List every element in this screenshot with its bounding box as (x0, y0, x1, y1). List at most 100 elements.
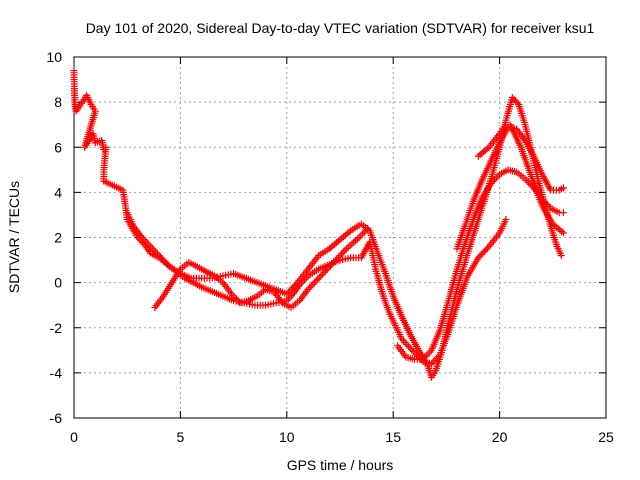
data-point-marker (310, 279, 318, 287)
data-point-marker (164, 261, 172, 269)
data-point-marker (158, 255, 166, 263)
data-point-marker (289, 283, 297, 291)
y-tick-label: 8 (54, 94, 62, 110)
data-point-marker (483, 244, 491, 252)
data-point-marker (333, 255, 341, 263)
data-point-marker (328, 260, 336, 268)
data-point-marker (304, 285, 312, 293)
data-point-marker (292, 280, 300, 288)
data-point-marker (286, 293, 294, 301)
data-point-marker (339, 248, 347, 256)
data-point-marker (330, 258, 338, 266)
y-axis-label: SDTVAR / TECUs (6, 181, 22, 293)
data-point-marker (510, 95, 518, 103)
data-point-marker (312, 277, 320, 285)
data-point-marker (322, 267, 330, 275)
data-marks (70, 67, 567, 381)
data-point-marker (284, 295, 292, 303)
data-point-marker (357, 232, 365, 240)
data-point-marker (338, 250, 346, 258)
data-point-marker (150, 246, 158, 254)
axis-ticks: 0 5 10 15 20 25 -6 -4 -2 0 2 4 6 8 10 (46, 49, 614, 445)
data-point-marker (307, 282, 315, 290)
data-point-marker (492, 174, 500, 182)
data-point-marker (476, 252, 484, 260)
data-point-marker (353, 235, 361, 243)
x-tick-label: 15 (385, 429, 401, 445)
chart-title: Day 101 of 2020, Sidereal Day-to-day VTE… (86, 20, 595, 36)
data-point-marker (502, 215, 510, 223)
data-point-marker (364, 224, 372, 232)
data-point-marker (500, 123, 508, 131)
data-point-marker (229, 292, 237, 300)
data-point-marker (334, 253, 342, 261)
data-point-marker (290, 282, 298, 290)
y-tick-label: 10 (46, 49, 62, 65)
data-point-marker (359, 230, 367, 238)
data-point-marker (508, 94, 516, 102)
x-axis-label: GPS time / hours (287, 457, 394, 473)
data-point-marker (559, 229, 567, 237)
data-point-marker (348, 240, 356, 248)
data-point-marker (406, 344, 414, 352)
data-point-marker (401, 339, 409, 347)
data-point-marker (482, 246, 490, 254)
data-point-marker (409, 347, 417, 355)
data-point-marker (320, 268, 328, 276)
data-point-marker (286, 287, 294, 295)
series-track-a (70, 67, 510, 368)
data-point-marker (350, 238, 358, 246)
data-point-marker (315, 274, 323, 282)
y-tick-label: 6 (54, 139, 62, 155)
data-point-marker (352, 237, 360, 245)
x-tick-label: 5 (177, 429, 185, 445)
data-point-marker (405, 342, 413, 350)
data-point-marker (163, 260, 171, 268)
data-point-marker (306, 284, 314, 292)
data-point-marker (477, 251, 485, 259)
data-point-marker (344, 243, 352, 251)
data-point-marker (317, 272, 325, 280)
data-point-marker (408, 346, 416, 354)
data-point-marker (355, 234, 363, 241)
data-point-marker (331, 257, 339, 265)
data-point-marker (559, 184, 567, 192)
data-point-marker (342, 245, 350, 253)
data-point-marker (559, 209, 567, 217)
series-track-c (151, 166, 567, 363)
data-point-marker (341, 246, 349, 254)
data-point-marker (326, 262, 334, 270)
data-point-marker (336, 252, 344, 260)
x-tick-label: 25 (598, 429, 614, 445)
data-point-marker (314, 275, 322, 283)
data-point-marker (480, 247, 488, 255)
data-point-marker (155, 252, 163, 260)
y-tick-label: -6 (50, 410, 63, 426)
data-point-marker (411, 349, 419, 357)
data-point-marker (161, 258, 169, 266)
data-point-marker (309, 280, 317, 288)
data-point-marker (284, 288, 292, 296)
data-point-marker (474, 254, 482, 262)
x-tick-label: 20 (492, 429, 508, 445)
series-track-d (453, 121, 567, 253)
y-tick-label: -2 (50, 320, 63, 336)
data-point-marker (513, 99, 521, 107)
data-point-marker (160, 256, 168, 264)
data-point-marker (157, 253, 165, 261)
x-tick-label: 0 (70, 429, 78, 445)
data-point-marker (283, 290, 291, 298)
data-point-marker (287, 285, 295, 293)
data-point-marker (325, 263, 333, 271)
y-tick-label: 0 (54, 275, 62, 291)
data-point-marker (323, 265, 331, 273)
y-tick-label: 2 (54, 230, 62, 246)
data-point-marker (346, 242, 354, 250)
y-tick-label: -4 (50, 365, 63, 381)
data-point-marker (479, 249, 487, 257)
x-tick-label: 10 (279, 429, 295, 445)
y-tick-label: 4 (54, 184, 62, 200)
data-point-marker (557, 252, 565, 260)
data-point-marker (318, 270, 326, 278)
